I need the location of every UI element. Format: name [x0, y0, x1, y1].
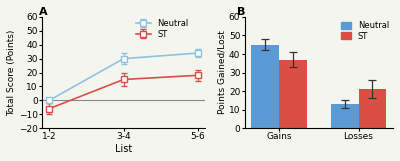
- Y-axis label: Total Score (Points): Total Score (Points): [7, 29, 16, 116]
- Bar: [331, 104, 358, 128]
- Bar: [358, 89, 386, 128]
- X-axis label: List: List: [115, 144, 132, 154]
- Bar: [251, 45, 279, 128]
- Y-axis label: Points Gained/Lost: Points Gained/Lost: [217, 31, 226, 114]
- Legend: Neutral, ST: Neutral, ST: [341, 21, 389, 41]
- Legend: Neutral, ST: Neutral, ST: [136, 19, 189, 38]
- Text: B: B: [237, 7, 246, 17]
- Bar: [279, 60, 307, 128]
- Text: A: A: [39, 7, 47, 17]
